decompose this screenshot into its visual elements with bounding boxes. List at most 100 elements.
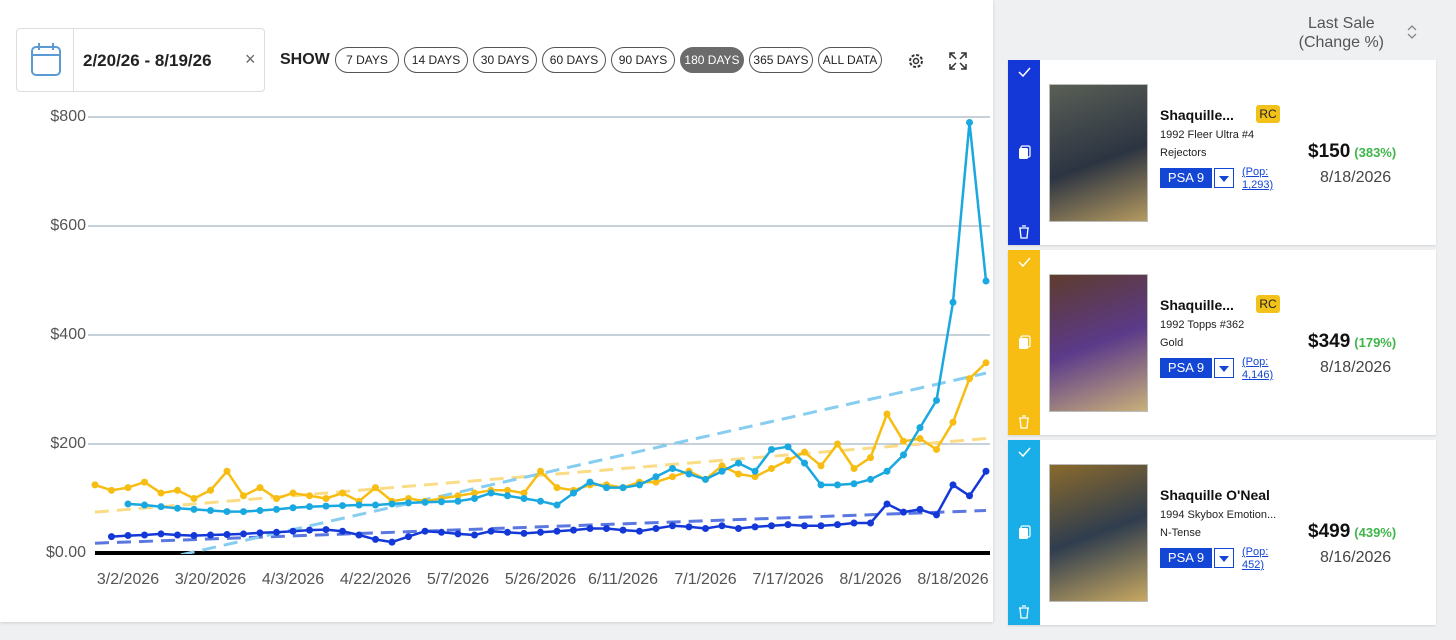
delete-icon[interactable]: [1019, 415, 1029, 429]
card-image: [1049, 464, 1148, 602]
calendar-icon[interactable]: [17, 29, 74, 91]
data-point: [702, 475, 709, 483]
data-point: [751, 523, 759, 531]
grade-select[interactable]: PSA 9: [1160, 548, 1212, 568]
data-point: [157, 530, 165, 538]
data-point: [784, 443, 792, 451]
sort-icon[interactable]: [1406, 24, 1418, 40]
data-point: [900, 437, 907, 445]
grade-dropdown[interactable]: [1214, 168, 1234, 188]
data-point: [949, 418, 957, 426]
data-point: [454, 492, 462, 500]
data-point: [949, 298, 957, 306]
card: Shaquille O'Neal 1994 Skybox Emotion... N-…: [1008, 440, 1436, 625]
population-link[interactable]: (Pop: 1,293): [1242, 166, 1274, 191]
data-point: [850, 480, 858, 488]
data-point: [273, 528, 280, 536]
header-line: (Change %): [1298, 34, 1384, 51]
check-icon[interactable]: [1018, 447, 1031, 458]
data-point: [933, 511, 940, 519]
range-button[interactable]: 365 DAYS: [749, 47, 813, 73]
data-point: [784, 456, 792, 464]
date-range-picker[interactable]: 2/20/26 - 8/19/26 ×: [16, 28, 265, 92]
data-point: [339, 489, 346, 497]
population-link[interactable]: (Pop: 4,146): [1242, 356, 1274, 381]
data-point: [339, 527, 346, 535]
data-point: [867, 519, 874, 527]
data-point: [669, 522, 676, 530]
grade-select[interactable]: PSA 9: [1160, 168, 1212, 188]
data-point: [652, 473, 660, 481]
data-point: [850, 519, 858, 527]
dropdown-arrow[interactable]: [1215, 359, 1233, 377]
data-point: [652, 478, 660, 486]
y-tick-label: $800: [50, 108, 86, 125]
data-point: [273, 505, 280, 513]
data-point: [520, 529, 528, 537]
data-point: [883, 500, 891, 508]
data-point: [916, 505, 924, 513]
range-button[interactable]: 7 DAYS: [335, 47, 399, 73]
grade-select[interactable]: PSA 9: [1160, 358, 1212, 378]
data-point: [306, 503, 313, 511]
data-point: [504, 486, 511, 494]
x-tick-label: 8/1/2026: [839, 571, 901, 588]
data-point: [438, 528, 445, 536]
data-point: [289, 489, 297, 497]
data-point: [933, 396, 940, 404]
data-point: [537, 497, 544, 505]
check-icon[interactable]: [1018, 257, 1031, 268]
data-point: [867, 454, 874, 462]
card: Shaquille... RC 1992 Topps #362 Gold PSA 9 (P…: [1008, 250, 1436, 435]
data-point: [339, 502, 346, 510]
data-point: [471, 489, 478, 497]
data-point: [982, 359, 990, 367]
data-point: [504, 492, 511, 500]
card-name[interactable]: Shaquille...: [1160, 107, 1234, 123]
sort-header[interactable]: Last Sale (Change %): [1299, 14, 1384, 52]
data-point: [256, 529, 264, 537]
set-line: 1992 Fleer Ultra #4: [1160, 129, 1255, 141]
price: $150 (383%): [1308, 141, 1396, 163]
range-button[interactable]: 30 DAYS: [473, 47, 537, 73]
change: (383%): [1354, 145, 1397, 160]
card-name[interactable]: Shaquille...: [1160, 297, 1234, 313]
data-point: [801, 459, 808, 467]
check-icon[interactable]: [1018, 67, 1031, 78]
clear-button[interactable]: ×: [245, 49, 256, 69]
range-button[interactable]: 90 DAYS: [611, 47, 675, 73]
data-point: [124, 484, 132, 492]
range-button[interactable]: 180 DAYS: [680, 47, 744, 73]
data-point: [322, 526, 330, 534]
card-name[interactable]: Shaquille O'Neal: [1160, 487, 1270, 503]
data-point: [718, 462, 726, 470]
delete-icon[interactable]: [1019, 605, 1029, 619]
range-button[interactable]: 60 DAYS: [542, 47, 606, 73]
x-tick-label: 6/11/2026: [588, 571, 658, 588]
grade-dropdown[interactable]: [1214, 548, 1234, 568]
expand-icon[interactable]: [947, 50, 969, 72]
x-tick-label: 8/18/2026: [917, 571, 988, 588]
data-point: [949, 481, 957, 489]
grade-dropdown[interactable]: [1214, 358, 1234, 378]
data-point: [355, 531, 363, 539]
data-point: [900, 508, 907, 516]
data-point: [834, 481, 841, 489]
settings-icon[interactable]: [905, 50, 927, 72]
data-point: [355, 501, 363, 509]
series-line: [127, 121, 988, 513]
dropdown-arrow[interactable]: [1215, 549, 1233, 567]
population-link[interactable]: (Pop: 452): [1242, 546, 1269, 571]
data-point: [553, 527, 561, 535]
data-point: [520, 495, 528, 502]
delete-icon[interactable]: [1019, 225, 1029, 239]
data-point: [322, 495, 330, 502]
data-point: [768, 465, 775, 473]
range-button[interactable]: ALL DATA: [818, 47, 882, 73]
dropdown-arrow[interactable]: [1215, 169, 1233, 187]
range-button[interactable]: 14 DAYS: [404, 47, 468, 73]
data-point: [487, 489, 495, 497]
data-point: [586, 478, 594, 486]
card-list: Last Sale (Change %) Shaquille... RC 1992 F…: [1008, 0, 1436, 640]
card-set: 1992 Fleer Ultra #4 Rejectors: [1160, 126, 1254, 162]
